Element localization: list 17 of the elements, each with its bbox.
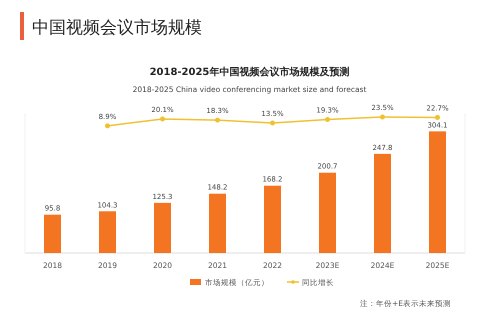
point <box>325 117 330 122</box>
point <box>380 114 385 120</box>
bar <box>154 202 171 253</box>
bar <box>209 194 226 253</box>
bar <box>319 172 336 253</box>
point <box>105 123 110 128</box>
point <box>270 120 275 126</box>
bar <box>99 211 116 253</box>
chart-subtitle: 2018-2025年中国视频会议市场规模及预测 <box>150 66 350 78</box>
bar <box>429 131 446 253</box>
point <box>160 116 165 122</box>
bar <box>44 214 61 253</box>
chart-title: 中国视频会议市场规模 <box>32 18 202 38</box>
point <box>215 118 220 123</box>
bar <box>264 186 281 253</box>
point <box>435 114 440 120</box>
bar <box>374 154 391 253</box>
